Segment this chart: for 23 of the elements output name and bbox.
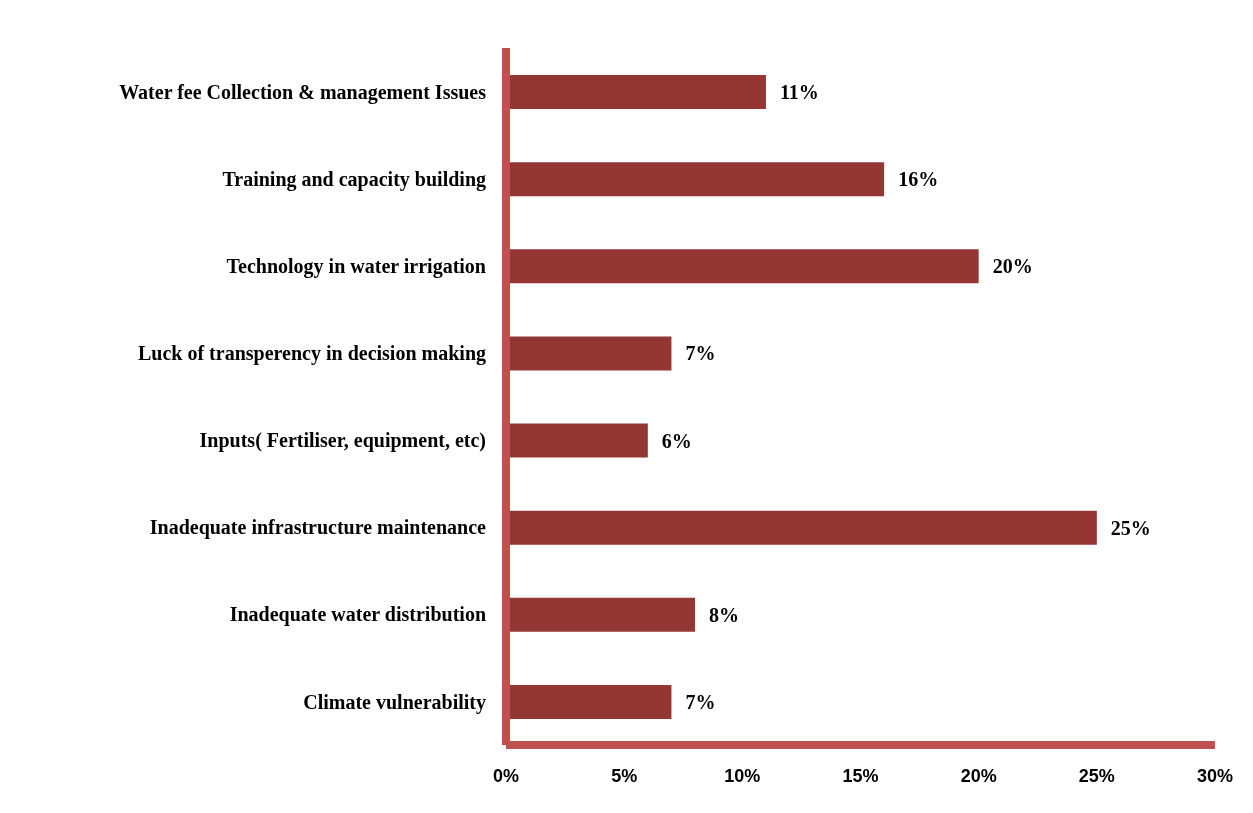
x-tick-label: 20% bbox=[960, 765, 997, 786]
x-tick-label: 30% bbox=[1196, 765, 1234, 786]
y-tick-label: Inadequate water distribution bbox=[229, 603, 486, 627]
data-label: 7% bbox=[685, 690, 716, 713]
data-label: 20% bbox=[992, 255, 1033, 278]
x-tick-label: 10% bbox=[724, 765, 761, 786]
data-label: 6% bbox=[661, 429, 692, 452]
x-tick-label: 5% bbox=[611, 765, 638, 786]
y-tick-label: Climate vulnerability bbox=[303, 690, 486, 714]
y-tick-label: Water fee Collection & management Issues bbox=[119, 80, 487, 104]
y-tick-label: Technology in water irrigation bbox=[226, 254, 486, 278]
data-label: 16% bbox=[898, 168, 939, 191]
data-label: 25% bbox=[1110, 516, 1151, 539]
data-label: 8% bbox=[709, 603, 740, 626]
y-tick-label: Luck of transperency in decision making bbox=[138, 342, 486, 366]
y-tick-label: Inadequate infrastructure maintenance bbox=[149, 516, 487, 540]
y-tick-label: Inputs( Fertiliser, equipment, etc) bbox=[199, 429, 486, 453]
data-label: 7% bbox=[685, 342, 716, 365]
x-tick-label: 15% bbox=[842, 765, 879, 786]
x-tick-label: 0% bbox=[492, 765, 520, 786]
data-label: 11% bbox=[779, 81, 819, 104]
x-tick-label: 25% bbox=[1078, 765, 1115, 786]
y-tick-label: Training and capacity building bbox=[222, 167, 486, 191]
